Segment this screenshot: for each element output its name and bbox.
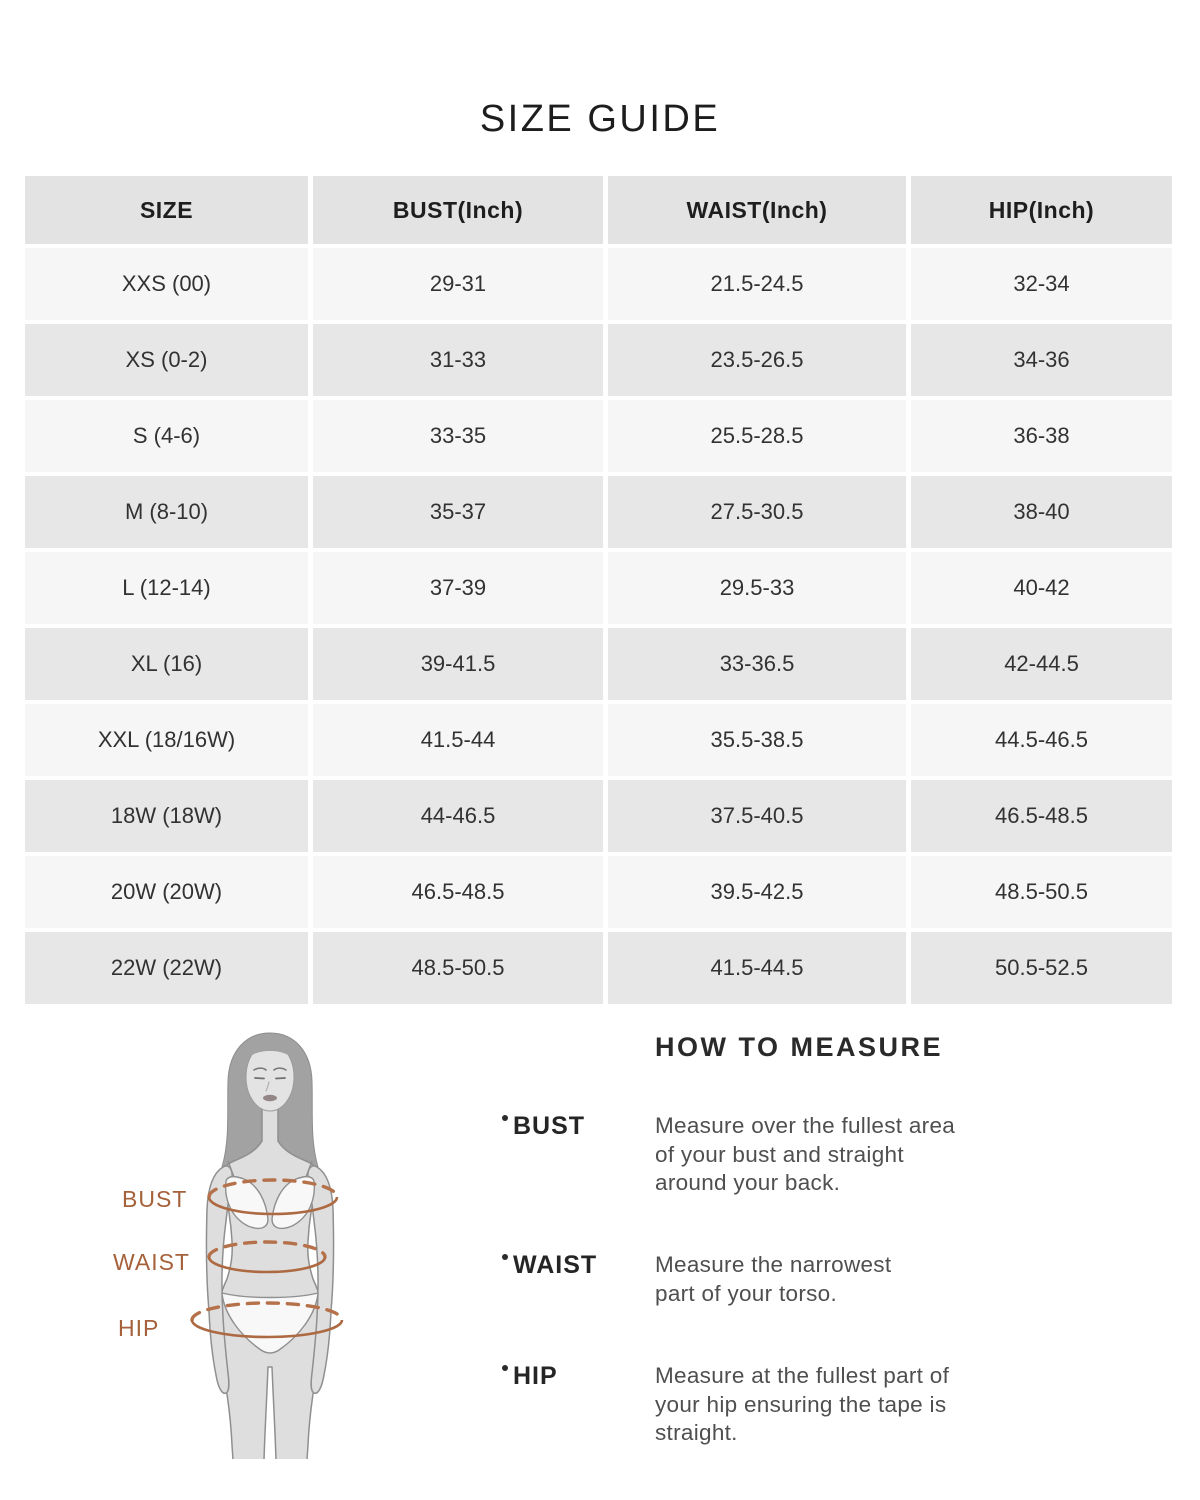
waist-cell: 25.5-28.5 [608,400,906,472]
size-cell: 18W (18W) [25,780,308,852]
measurement-figure [170,1025,400,1475]
waist-item-text: Measure the narrowest part of your torso… [655,1251,1095,1308]
figure-bra-cup-left [224,1175,269,1230]
table-row: XS (0-2) 31-33 23.5-26.5 34-36 [25,324,1172,396]
bust-cell: 31-33 [313,324,603,396]
size-table-header-row: SIZE BUST(Inch) WAIST(Inch) HIP(Inch) [25,176,1172,244]
text-line: Measure at the fullest part of [655,1363,950,1388]
figure-hair-strand-left [236,1068,246,1114]
waist-ring-dashed [207,1240,327,1259]
bust-cell: 29-31 [313,248,603,320]
bust-item-text: Measure over the fullest area of your bu… [655,1112,1095,1198]
waist-cell: 21.5-24.5 [608,248,906,320]
waist-cell: 29.5-33 [608,552,906,624]
size-cell: XS (0-2) [25,324,308,396]
hip-cell: 42-44.5 [911,628,1172,700]
bust-cell: 33-35 [313,400,603,472]
table-row: XL (16) 39-41.5 33-36.5 42-44.5 [25,628,1172,700]
size-cell: 20W (20W) [25,856,308,928]
figure-hair-strand-right [294,1068,304,1114]
woman-figure-illustration [170,1032,400,1475]
figure-waist-label: WAIST [113,1249,190,1275]
hip-item-label: HIP [502,1362,558,1391]
text-line: Measure the narrowest [655,1252,892,1277]
waist-cell: 33-36.5 [608,628,906,700]
figure-bust-label: BUST [122,1186,188,1212]
size-cell: M (8-10) [25,476,308,548]
figure-nose [265,1081,270,1092]
figure-lips [263,1094,277,1102]
how-to-measure-heading: HOW TO MEASURE [655,1032,944,1062]
text-line: of your bust and straight [655,1141,904,1167]
bust-cell: 35-37 [313,476,603,548]
waist-cell: 35.5-38.5 [608,704,906,776]
text-line: Measure over the fullest area [655,1113,956,1138]
text-line: your hip ensuring the tape is [655,1391,947,1417]
waist-cell: 41.5-44.5 [608,932,906,1004]
table-row: M (8-10) 35-37 27.5-30.5 38-40 [25,476,1172,548]
hip-cell: 36-38 [911,400,1172,472]
column-header-size: SIZE [25,176,308,244]
bust-cell: 39-41.5 [313,628,603,700]
hip-ring-dashed [190,1301,344,1322]
column-header-waist: WAIST(Inch) [608,176,906,244]
hip-cell: 46.5-48.5 [911,780,1172,852]
bust-ring-dashed [207,1178,339,1199]
hip-cell: 34-36 [911,324,1172,396]
size-cell: XXL (18/16W) [25,704,308,776]
figure-hip-label: HIP [118,1315,160,1341]
hip-ring-solid [190,1319,344,1339]
table-row: XXL (18/16W) 41.5-44 35.5-38.5 44.5-46.5 [25,704,1172,776]
hip-cell: 50.5-52.5 [911,932,1172,1004]
table-row: 22W (22W) 48.5-50.5 41.5-44.5 50.5-52.5 [25,932,1172,1004]
figure-eyes [254,1077,286,1080]
figure-bra-strap-right [305,1160,313,1178]
text-line: around your back. [655,1170,841,1195]
bust-cell: 48.5-50.5 [313,932,603,1004]
size-cell: 22W (22W) [25,932,308,1004]
waist-cell: 37.5-40.5 [608,780,906,852]
waist-ring-solid [207,1256,327,1274]
table-row: 18W (18W) 44-46.5 37.5-40.5 46.5-48.5 [25,780,1172,852]
hip-cell: 40-42 [911,552,1172,624]
figure-brows [253,1067,287,1071]
figure-hair-fringe [237,1040,303,1071]
text-line: straight. [655,1420,738,1445]
hip-cell: 32-34 [911,248,1172,320]
hip-cell: 48.5-50.5 [911,856,1172,928]
waist-cell: 27.5-30.5 [608,476,906,548]
size-cell: XXS (00) [25,248,308,320]
bust-cell: 46.5-48.5 [313,856,603,928]
table-row: L (12-14) 37-39 29.5-33 40-42 [25,552,1172,624]
page-title: SIZE GUIDE [479,98,721,140]
waist-cell: 23.5-26.5 [608,324,906,396]
table-row: S (4-6) 33-35 25.5-28.5 36-38 [25,400,1172,472]
bust-cell: 41.5-44 [313,704,603,776]
figure-body [215,1108,325,1461]
waist-cell: 39.5-42.5 [608,856,906,928]
table-row: 20W (20W) 46.5-48.5 39.5-42.5 48.5-50.5 [25,856,1172,928]
size-cell: S (4-6) [25,400,308,472]
bust-cell: 44-46.5 [313,780,603,852]
hip-cell: 38-40 [911,476,1172,548]
table-row: XXS (00) 29-31 21.5-24.5 32-34 [25,248,1172,320]
figure-bra-cup-right [271,1175,316,1230]
hip-cell: 44.5-46.5 [911,704,1172,776]
waist-item-label: WAIST [502,1251,597,1280]
bust-ring-solid [207,1196,339,1216]
text-line: part of your torso. [655,1280,838,1306]
bust-item-label: BUST [502,1112,585,1141]
size-table: SIZE BUST(Inch) WAIST(Inch) HIP(Inch) XX… [20,172,1177,1008]
figure-bra-strap-left [227,1160,235,1178]
size-cell: L (12-14) [25,552,308,624]
column-header-bust: BUST(Inch) [313,176,603,244]
hip-item-text: Measure at the fullest part of your hip … [655,1362,1095,1448]
bust-cell: 37-39 [313,552,603,624]
column-header-hip: HIP(Inch) [911,176,1172,244]
size-cell: XL (16) [25,628,308,700]
